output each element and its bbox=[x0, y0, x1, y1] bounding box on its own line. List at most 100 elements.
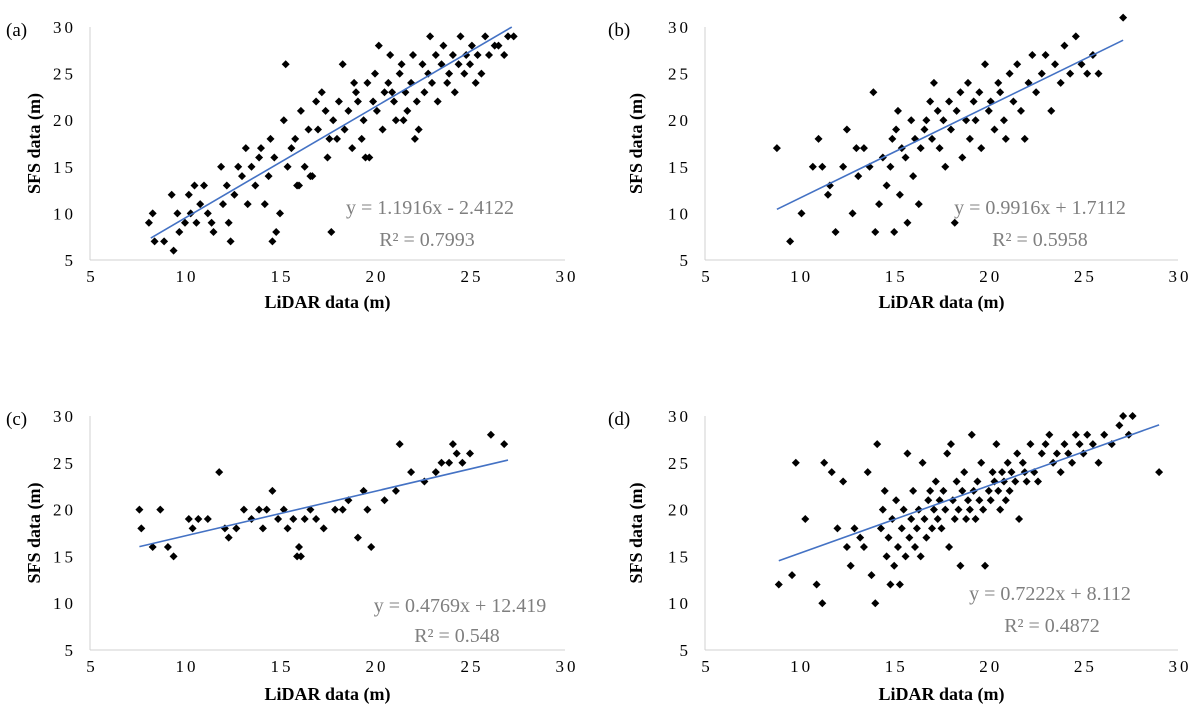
data-point bbox=[931, 477, 940, 486]
data-point bbox=[926, 97, 935, 106]
data-point bbox=[443, 78, 452, 87]
data-point bbox=[295, 543, 303, 552]
y-tick-label: 10 bbox=[668, 204, 691, 223]
data-point bbox=[270, 153, 279, 162]
trend-equation: y = 1.1916x - 2.4122 bbox=[346, 197, 514, 219]
x-tick-label: 15 bbox=[271, 267, 294, 286]
data-point bbox=[361, 153, 370, 162]
data-point bbox=[167, 190, 176, 199]
data-point bbox=[975, 496, 984, 505]
data-point bbox=[1037, 69, 1046, 78]
x-tick-label: 10 bbox=[790, 267, 813, 286]
data-point bbox=[1007, 468, 1016, 477]
data-point bbox=[998, 468, 1007, 477]
data-point bbox=[431, 50, 440, 59]
data-point bbox=[287, 144, 296, 153]
y-axis-title: SFS data (m) bbox=[626, 482, 647, 583]
data-point bbox=[812, 580, 821, 589]
data-point bbox=[207, 218, 216, 227]
y-tick-label: 10 bbox=[53, 204, 76, 223]
x-tick-label: 10 bbox=[176, 267, 199, 286]
data-point bbox=[407, 468, 416, 477]
x-tick-label: 30 bbox=[556, 657, 579, 676]
data-point bbox=[893, 106, 902, 115]
data-point bbox=[200, 181, 208, 190]
x-tick-label: 20 bbox=[366, 267, 389, 286]
y-tick-label: 20 bbox=[53, 501, 76, 520]
trend-equation: y = 0.7222x + 8.112 bbox=[969, 583, 1131, 605]
x-axis-title: LiDAR data (m) bbox=[879, 292, 1005, 313]
data-point bbox=[384, 78, 393, 87]
data-point bbox=[999, 116, 1008, 125]
data-point bbox=[281, 60, 290, 69]
data-point bbox=[300, 514, 309, 523]
data-point bbox=[888, 134, 897, 143]
data-point bbox=[257, 144, 265, 153]
data-point bbox=[473, 50, 482, 59]
data-point bbox=[920, 514, 929, 523]
data-point bbox=[772, 144, 781, 153]
data-point bbox=[420, 88, 429, 97]
y-tick-label: 5 bbox=[680, 641, 692, 660]
data-point bbox=[950, 514, 959, 523]
data-point bbox=[886, 580, 895, 589]
data-point bbox=[283, 524, 292, 533]
trend-equation: y = 0.4769x + 12.419 bbox=[374, 595, 547, 617]
data-point bbox=[846, 561, 855, 570]
r-squared-label: R² = 0.5958 bbox=[992, 229, 1088, 251]
trend-line bbox=[776, 39, 1124, 211]
data-point bbox=[1005, 69, 1014, 78]
data-point bbox=[893, 543, 902, 552]
data-point bbox=[395, 440, 404, 449]
data-point bbox=[875, 200, 884, 209]
data-point bbox=[897, 524, 906, 533]
data-point bbox=[882, 181, 891, 190]
data-point bbox=[203, 209, 212, 218]
data-point bbox=[1100, 430, 1109, 439]
data-point bbox=[984, 486, 993, 495]
y-tick-label: 5 bbox=[65, 641, 77, 660]
x-tick-label: 10 bbox=[790, 657, 813, 676]
data-point bbox=[222, 181, 231, 190]
x-tick-label: 25 bbox=[461, 267, 484, 286]
data-point bbox=[933, 514, 942, 523]
data-point bbox=[391, 116, 400, 125]
y-tick-label: 30 bbox=[53, 18, 76, 37]
data-point bbox=[234, 162, 243, 171]
data-point bbox=[973, 477, 982, 486]
data-point bbox=[1060, 440, 1069, 449]
data-point bbox=[996, 88, 1005, 97]
x-tick-label: 20 bbox=[366, 657, 389, 676]
data-point bbox=[901, 153, 910, 162]
data-point bbox=[399, 116, 408, 125]
data-point bbox=[963, 78, 972, 87]
data-point bbox=[956, 88, 965, 97]
data-point bbox=[929, 78, 938, 87]
data-point bbox=[296, 552, 305, 561]
data-point bbox=[1013, 449, 1022, 458]
data-point bbox=[965, 134, 974, 143]
data-point bbox=[952, 106, 961, 115]
data-point bbox=[352, 88, 360, 97]
data-point bbox=[209, 228, 218, 237]
data-point bbox=[414, 125, 423, 134]
data-point bbox=[169, 246, 178, 255]
data-point bbox=[1011, 477, 1020, 486]
data-point bbox=[388, 88, 397, 97]
data-point bbox=[367, 543, 376, 552]
data-point bbox=[276, 209, 284, 218]
data-point bbox=[359, 116, 368, 125]
data-point bbox=[260, 200, 269, 209]
data-point bbox=[1071, 32, 1080, 41]
data-point bbox=[946, 125, 955, 134]
data-point bbox=[150, 237, 159, 246]
data-point bbox=[1001, 134, 1010, 143]
data-point bbox=[1051, 60, 1060, 69]
data-point bbox=[428, 78, 436, 87]
data-point bbox=[333, 134, 341, 143]
data-point bbox=[175, 228, 184, 237]
trend-line bbox=[139, 459, 509, 548]
y-tick-label: 25 bbox=[668, 454, 691, 473]
data-point bbox=[279, 116, 288, 125]
